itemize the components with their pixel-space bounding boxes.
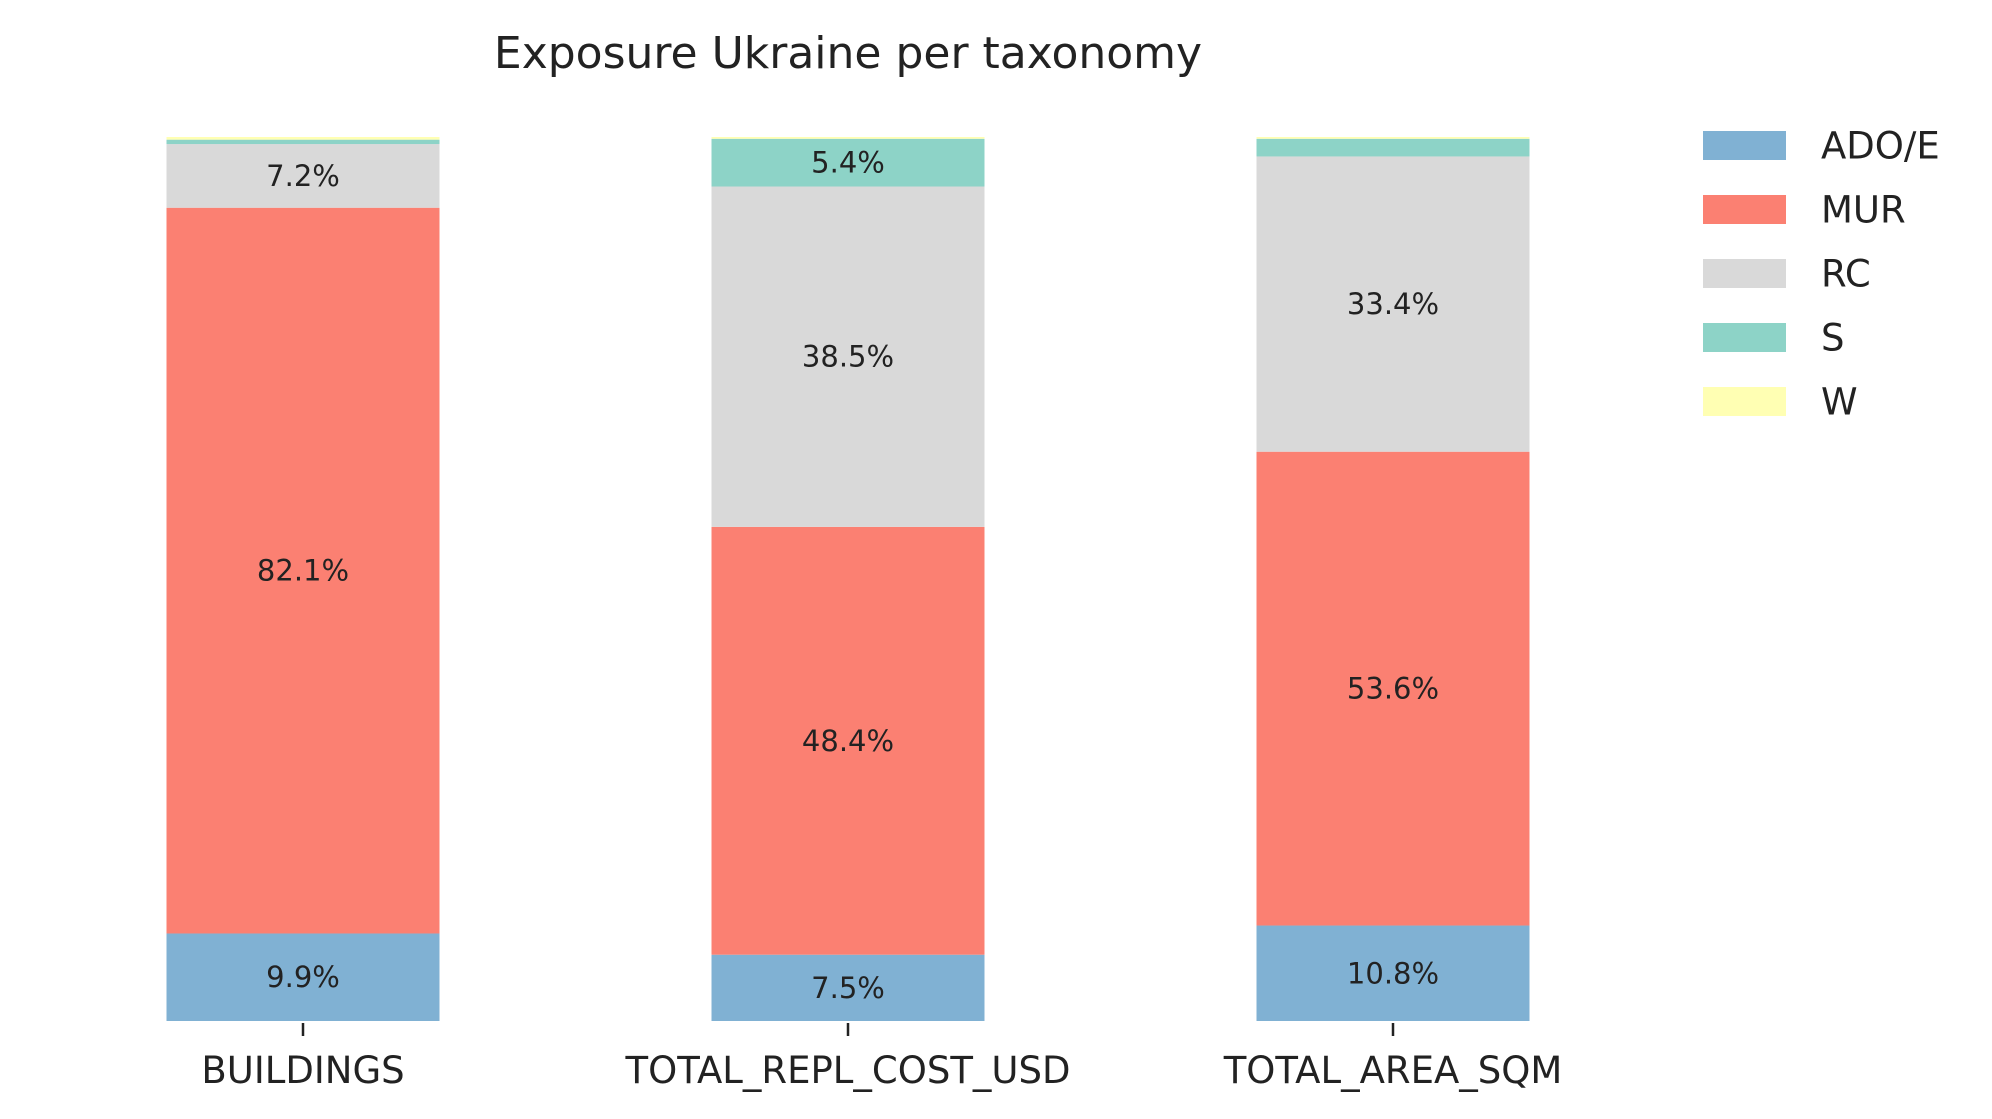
bar-label-buildings-rc: 7.2% bbox=[266, 159, 340, 193]
bar-segment-buildings-s bbox=[166, 139, 440, 145]
bar-label-total-repl-cost-usd-mur: 48.4% bbox=[802, 724, 894, 758]
bar-segment-total-repl-cost-usd-rc bbox=[711, 186, 985, 527]
legend-swatch-s bbox=[1703, 323, 1786, 352]
bar-segment-total-repl-cost-usd-s bbox=[711, 138, 985, 187]
bar-label-buildings-mur: 82.1% bbox=[257, 554, 349, 588]
bar-segment-total-area-sqm-mur bbox=[1256, 451, 1530, 926]
bar-label-total-repl-cost-usd-s: 5.4% bbox=[811, 146, 885, 180]
legend-label-rc: RC bbox=[1821, 253, 1871, 296]
bar-segment-total-area-sqm-ado-e bbox=[1256, 925, 1530, 1021]
x-axis: BUILDINGS TOTAL_REPL_COST_USD TOTAL_AREA_S… bbox=[201, 1023, 1562, 1092]
x-tick-label-total-area-sqm: TOTAL_AREA_SQM bbox=[1223, 1049, 1563, 1092]
legend-label-s: S bbox=[1821, 317, 1845, 360]
bar-labels-group: 9.9% 82.1% 7.2% 7.5% 48.4% 38.5% 5.4% 10.8% 53.6… bbox=[257, 146, 1439, 1005]
chart-title: Exposure Ukraine per taxonomy bbox=[494, 28, 1202, 79]
bar-segment-total-area-sqm-w bbox=[1256, 137, 1530, 139]
legend-label-w: W bbox=[1821, 381, 1858, 424]
bar-segment-total-repl-cost-usd-mur bbox=[711, 526, 985, 955]
legend-swatch-mur bbox=[1703, 195, 1786, 224]
bar-segment-total-repl-cost-usd-w bbox=[711, 137, 985, 139]
legend-label-mur: MUR bbox=[1821, 189, 1906, 232]
legend-label-ado-e: ADO/E bbox=[1821, 125, 1940, 168]
legend-swatch-rc bbox=[1703, 259, 1786, 288]
legend-swatch-w bbox=[1703, 387, 1786, 416]
bar-label-total-repl-cost-usd-ado-e: 7.5% bbox=[811, 971, 885, 1005]
bar-label-total-area-sqm-mur: 53.6% bbox=[1347, 672, 1439, 706]
bar-segment-buildings-mur bbox=[166, 207, 440, 934]
legend-swatch-ado-e bbox=[1703, 131, 1786, 160]
x-tick-label-buildings: BUILDINGS bbox=[201, 1049, 404, 1092]
bar-segment-buildings-w bbox=[166, 137, 440, 140]
x-tick-label-total-repl-cost-usd: TOTAL_REPL_COST_USD bbox=[625, 1049, 1071, 1092]
bars-group bbox=[166, 137, 1530, 1021]
bar-segment-total-repl-cost-usd-ado-e bbox=[711, 954, 985, 1021]
bar-label-total-area-sqm-rc: 33.4% bbox=[1347, 287, 1439, 321]
bar-segment-buildings-ado-e bbox=[166, 933, 440, 1021]
bar-label-total-repl-cost-usd-rc: 38.5% bbox=[802, 340, 894, 374]
bar-segment-buildings-rc bbox=[166, 144, 440, 208]
bar-segment-total-area-sqm-s bbox=[1256, 138, 1530, 157]
bar-label-buildings-ado-e: 9.9% bbox=[266, 960, 340, 994]
legend: ADO/E MUR RC SW bbox=[1703, 125, 1940, 424]
bar-label-total-area-sqm-ado-e: 10.8% bbox=[1347, 956, 1439, 990]
bar-segment-total-area-sqm-rc bbox=[1256, 156, 1530, 452]
